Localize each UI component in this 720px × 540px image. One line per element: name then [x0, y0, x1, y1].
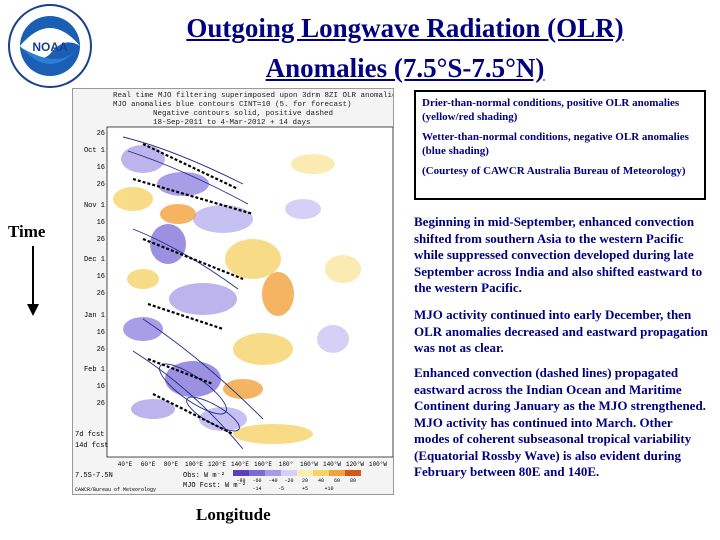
- date-tick: Dec 1: [84, 256, 105, 264]
- caption-wet: Wetter-than-normal conditions, negative …: [422, 131, 689, 157]
- plot-header-1: Real time MJO filtering superimposed upo…: [113, 92, 394, 100]
- lon-tick: 40°E: [118, 461, 133, 468]
- description-1: Beginning in mid-September, enhanced con…: [414, 214, 703, 295]
- date-tick: 16: [97, 383, 105, 391]
- description-3: Enhanced convection (dashed lines) propa…: [414, 365, 706, 479]
- description-2: MJO activity continued into early Decemb…: [414, 307, 708, 355]
- lon-tick: 160°W: [300, 461, 318, 468]
- lon-tick: 180°: [279, 461, 293, 468]
- colorbar: [233, 470, 361, 476]
- longitude-axis-label: Longitude: [196, 505, 271, 524]
- lon-tick: 80°E: [164, 461, 179, 468]
- lon-tick: 120°E: [208, 461, 226, 468]
- obs-label: Obs: W m⁻²: [183, 472, 225, 480]
- lon-tick: 120°W: [346, 461, 364, 468]
- fcst-scale-tick: +10: [324, 486, 333, 492]
- obs-scale-tick: -60: [252, 478, 261, 484]
- obs-scale-tick: -40: [268, 478, 277, 484]
- caption-credit: (Courtesy of CAWCR Australia Bureau of M…: [422, 165, 686, 177]
- plot-header-4: 18-Sep-2011 to 4-Mar-2012 + 14 days: [153, 119, 311, 127]
- title-line-2: Anomalies (7.5°S-7.5°N): [265, 53, 545, 83]
- plot-header-2: MJO anomalies blue contours CINT=10 (5. …: [113, 101, 352, 109]
- time-axis-label: Time: [8, 222, 46, 241]
- forecast-label-14d: 14d fcst: [75, 442, 109, 450]
- down-arrow-icon: [27, 246, 39, 316]
- noaa-logo: NOAA: [8, 4, 92, 88]
- obs-scale-tick: 80: [350, 478, 356, 484]
- date-tick: 16: [97, 329, 105, 337]
- page-title: Outgoing Longwave Radiation (OLR) Anomal…: [100, 8, 710, 88]
- obs-scale-tick: 40: [318, 478, 324, 484]
- forecast-label-7d: 7d fcst: [75, 431, 104, 439]
- obs-scale-tick: 20: [302, 478, 308, 484]
- date-tick: 26: [97, 236, 105, 244]
- date-tick: Jan 1: [84, 312, 105, 320]
- fcst-scale-tick: -5: [278, 486, 284, 492]
- logo-text: NOAA: [32, 40, 68, 54]
- date-tick: 26: [97, 181, 105, 189]
- title-line-1: Outgoing Longwave Radiation (OLR): [186, 13, 624, 43]
- lon-tick: 100°E: [185, 461, 203, 468]
- plot-credit: CAWCR/Bureau of Meteorology: [75, 487, 156, 493]
- date-tick: Oct 1: [84, 147, 105, 155]
- date-tick: Nov 1: [84, 202, 105, 210]
- lon-tick: 140°E: [231, 461, 249, 468]
- date-tick: 16: [97, 273, 105, 281]
- fcst-label: MJO Fcst: W m⁻²: [183, 482, 246, 490]
- obs-scale-tick: -80: [236, 478, 245, 484]
- obs-scale-tick: 60: [334, 478, 340, 484]
- fcst-scale-tick: -14: [252, 486, 261, 492]
- lon-tick: 160°E: [254, 461, 272, 468]
- enhanced-convection-lines: [132, 143, 254, 435]
- obs-scale-tick: -20: [284, 478, 293, 484]
- hovmoller-plot: Real time MJO filtering superimposed upo…: [72, 88, 394, 495]
- plot-header-3: Negative contours solid, positive dashed: [153, 110, 333, 118]
- band-label: 7.5S-7.5N: [75, 472, 113, 480]
- date-tick: 16: [97, 164, 105, 172]
- caption-dry: Drier-than-normal conditions, positive O…: [422, 97, 680, 123]
- date-tick: 26: [97, 400, 105, 408]
- legend-caption-box: Drier-than-normal conditions, positive O…: [414, 90, 706, 200]
- lon-tick: 60°E: [141, 461, 156, 468]
- lon-tick: 100°W: [369, 461, 387, 468]
- fcst-scale-tick: +5: [302, 486, 308, 492]
- lon-tick: 140°W: [323, 461, 341, 468]
- date-tick: 26: [97, 130, 105, 138]
- date-tick: 26: [97, 346, 105, 354]
- date-tick: 26: [97, 290, 105, 298]
- date-tick: Feb 1: [84, 366, 105, 374]
- dry-anomalies: [113, 154, 361, 444]
- date-tick: 16: [97, 219, 105, 227]
